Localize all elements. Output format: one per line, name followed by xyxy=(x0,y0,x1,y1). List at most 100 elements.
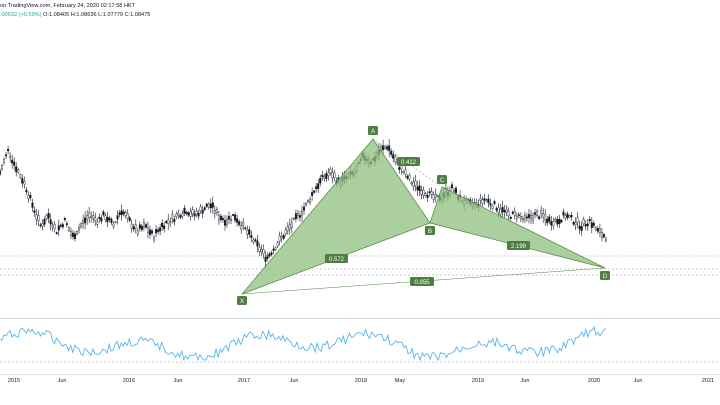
candle-body xyxy=(424,193,427,197)
candle-body xyxy=(59,224,62,227)
candle-body xyxy=(124,212,127,217)
candle-body xyxy=(47,213,50,219)
candle-body xyxy=(9,156,12,159)
candle-body xyxy=(325,173,328,179)
ratio-label-2199: 2.199 xyxy=(507,241,530,250)
candle-body xyxy=(489,203,492,206)
candle-body xyxy=(560,219,563,223)
candle-body xyxy=(331,172,334,179)
candle-body xyxy=(112,223,115,227)
candle-body xyxy=(3,159,6,163)
candle-body xyxy=(31,202,34,208)
candle-body xyxy=(244,227,247,230)
candle-body xyxy=(598,228,601,233)
candle-body xyxy=(323,176,326,179)
candle-body xyxy=(169,221,172,224)
candle-body xyxy=(19,174,22,178)
x-tick-jun-2016: Jun xyxy=(174,378,183,384)
candle-body xyxy=(106,216,109,223)
candle-body xyxy=(523,215,526,220)
candle-body xyxy=(57,225,60,231)
candle-body xyxy=(71,232,74,237)
candle-body xyxy=(96,221,99,225)
candle-body xyxy=(128,217,131,221)
candle-body xyxy=(509,216,512,219)
candle-body xyxy=(414,180,417,186)
candle-body xyxy=(98,216,101,220)
candle-body xyxy=(485,199,488,202)
candle-body xyxy=(538,216,541,219)
candle-body xyxy=(554,218,557,221)
candle-body xyxy=(507,211,510,217)
candle-body xyxy=(564,215,567,219)
candle-body xyxy=(542,213,545,218)
candle-body xyxy=(562,211,565,216)
candle-body xyxy=(7,148,10,152)
candle-body xyxy=(238,221,241,225)
ratio-label-0855: 0.855 xyxy=(410,277,434,286)
candle-body xyxy=(307,200,310,203)
candle-body xyxy=(126,213,129,219)
svg-text:C: C xyxy=(440,178,445,184)
x-tick-may-2018: May xyxy=(395,378,406,384)
candle-body xyxy=(450,184,453,189)
candle-body xyxy=(197,212,200,217)
candle-body xyxy=(517,214,520,216)
candle-body xyxy=(546,218,549,224)
candle-body xyxy=(86,215,89,220)
candle-body xyxy=(80,223,83,227)
candle-body xyxy=(278,235,281,242)
candle-body xyxy=(69,231,72,236)
candle-body xyxy=(23,181,26,185)
candle-body xyxy=(495,208,498,211)
candle-body xyxy=(179,215,182,218)
candle-body xyxy=(315,186,318,190)
candle-body xyxy=(250,235,253,238)
x-tick-jun-2020: Jun xyxy=(634,378,643,384)
candle-body xyxy=(455,188,458,193)
candle-body xyxy=(513,211,516,216)
candle-body xyxy=(420,190,423,195)
candle-body xyxy=(412,181,415,187)
header-ohlc: O:1.08405 H:1.08636 L:1.07779 C:1.08475 xyxy=(43,12,151,18)
candle-body xyxy=(55,232,58,234)
candle-body xyxy=(260,249,263,253)
candle-body xyxy=(434,193,437,198)
candle-body xyxy=(602,234,605,238)
candle-body xyxy=(274,247,277,250)
candle-body xyxy=(234,214,237,221)
svg-text:X: X xyxy=(240,299,244,305)
candle-body xyxy=(27,195,30,199)
candle-body xyxy=(319,178,322,184)
candle-body xyxy=(313,190,316,193)
svg-text:B: B xyxy=(428,229,432,235)
candle-body xyxy=(84,217,87,224)
candle-body xyxy=(586,223,589,227)
candle-body xyxy=(118,212,121,215)
candle-body xyxy=(110,219,113,224)
candle-body xyxy=(177,213,180,216)
candle-body xyxy=(1,165,4,170)
candle-body xyxy=(248,229,251,235)
candle-body xyxy=(428,191,431,194)
candle-body xyxy=(82,219,85,224)
candle-body xyxy=(175,213,178,217)
candle-body xyxy=(144,224,147,228)
candle-body xyxy=(116,215,119,220)
candle-body xyxy=(592,222,595,226)
x-tick-2019: 2019 xyxy=(472,378,484,384)
candle-body xyxy=(505,209,508,213)
candle-body xyxy=(268,253,271,257)
candle-body xyxy=(272,248,275,251)
candle-body xyxy=(282,235,285,239)
candle-body xyxy=(398,167,401,170)
candle-body xyxy=(527,214,530,218)
svg-text:D: D xyxy=(603,274,608,280)
point-label-c: C xyxy=(437,175,447,184)
candle-body xyxy=(481,199,484,204)
candle-body xyxy=(201,210,204,214)
candle-body xyxy=(578,225,581,230)
candle-body xyxy=(404,169,407,175)
candle-body xyxy=(394,156,397,163)
